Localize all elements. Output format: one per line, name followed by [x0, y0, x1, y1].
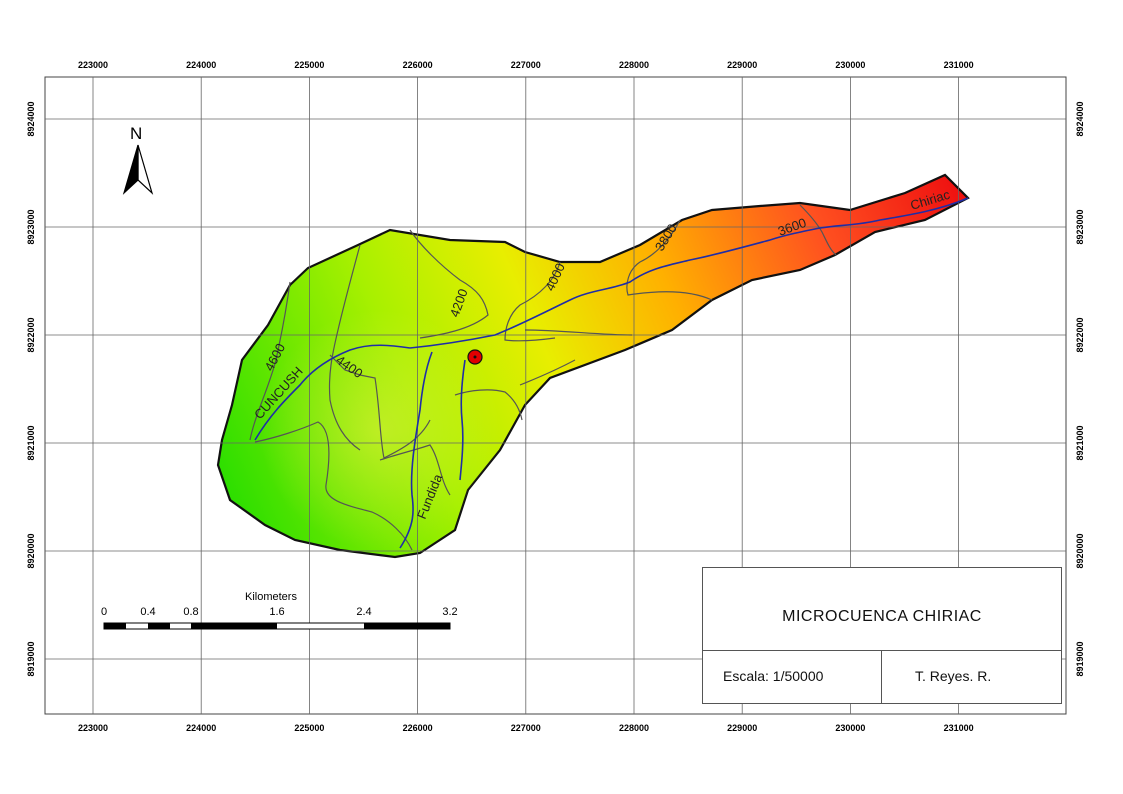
x-tick-label-top: 231000: [944, 60, 974, 70]
y-tick-label-right: 8920000: [1075, 533, 1085, 568]
x-tick-label-bottom: 224000: [186, 723, 216, 733]
north-arrow: N: [122, 124, 154, 195]
north-arrow-dark-half-icon: [122, 144, 139, 195]
y-tick-label-right: 8919000: [1075, 641, 1085, 676]
title-block-divider-vertical: [881, 650, 882, 703]
y-tick-label-left: 8924000: [26, 101, 36, 136]
y-tick-label-right: 8923000: [1075, 209, 1085, 244]
x-tick-label-bottom: 231000: [944, 723, 974, 733]
x-tick-label-bottom: 228000: [619, 723, 649, 733]
x-tick-label-top: 223000: [78, 60, 108, 70]
north-letter: N: [130, 124, 142, 143]
x-tick-label-bottom: 229000: [727, 723, 757, 733]
x-tick-label-bottom: 225000: [294, 723, 324, 733]
map-scale-text: Escala: 1/50000: [723, 668, 824, 684]
x-tick-label-bottom: 227000: [511, 723, 541, 733]
scale-bar: Kilometers 0 0.4 0.8 1.6 2.4 3.2: [101, 591, 458, 630]
y-tick-label-left: 8923000: [26, 209, 36, 244]
y-tick-label-left: 8921000: [26, 425, 36, 460]
x-tick-label-top: 229000: [727, 60, 757, 70]
title-block: MICROCUENCA CHIRIAC Escala: 1/50000 T. R…: [702, 567, 1062, 704]
x-tick-label-bottom: 226000: [403, 723, 433, 733]
x-tick-label-top: 225000: [294, 60, 324, 70]
y-tick-label-left: 8920000: [26, 533, 36, 568]
y-tick-label-left: 8922000: [26, 317, 36, 352]
coordinate-tick-labels: 223000 223000 224000 224000 225000 225000 2260…: [26, 60, 1085, 733]
coordinate-grid: [45, 77, 1066, 714]
outlet-point-center: [473, 355, 477, 359]
scale-label-0: 0: [101, 606, 107, 618]
y-tick-label-left: 8919000: [26, 641, 36, 676]
x-tick-label-bottom: 230000: [835, 723, 865, 733]
x-tick-label-top: 226000: [403, 60, 433, 70]
scale-label-1-6: 1.6: [269, 606, 284, 618]
x-tick-label-top: 224000: [186, 60, 216, 70]
stream-network: [254, 197, 969, 549]
scale-label-0-8: 0.8: [183, 606, 198, 618]
x-tick-label-top: 228000: [619, 60, 649, 70]
scale-label-0-4: 0.4: [140, 606, 155, 618]
y-tick-label-right: 8922000: [1075, 317, 1085, 352]
map-author-text: T. Reyes. R.: [915, 668, 992, 684]
x-tick-label-bottom: 223000: [78, 723, 108, 733]
title-block-divider-horizontal: [703, 650, 1061, 651]
x-tick-label-top: 230000: [835, 60, 865, 70]
y-tick-label-right: 8921000: [1075, 425, 1085, 460]
scale-label-2-4: 2.4: [356, 606, 371, 618]
x-tick-label-top: 227000: [511, 60, 541, 70]
y-tick-label-right: 8924000: [1075, 101, 1085, 136]
map-title: MICROCUENCA CHIRIAC: [782, 608, 982, 625]
contour-lines: [249, 204, 837, 551]
elevation-haze: [218, 175, 968, 557]
scale-label-3-2: 3.2: [442, 606, 457, 618]
scale-bar-units: Kilometers: [245, 591, 297, 603]
